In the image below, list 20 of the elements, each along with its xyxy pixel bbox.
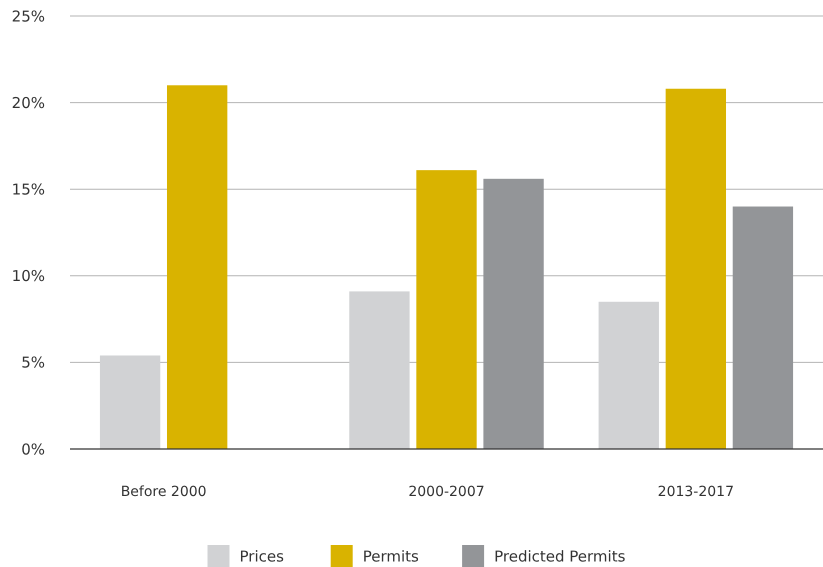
bar <box>416 170 477 449</box>
y-tick-label: 25% <box>12 7 45 26</box>
x-tick-label: 2013-2017 <box>658 484 734 500</box>
bar <box>349 291 410 449</box>
legend-label: Permits <box>362 547 420 566</box>
bar <box>483 178 544 449</box>
y-tick-label: 20% <box>12 94 45 112</box>
y-tick-label: 10% <box>12 267 45 286</box>
bar <box>598 302 659 449</box>
bar <box>100 355 160 449</box>
y-tick-label: 5% <box>21 354 45 372</box>
legend-label: Prices <box>240 547 284 566</box>
y-tick-label: 15% <box>12 180 45 198</box>
legend-label: Predicted Permits <box>494 547 626 566</box>
y-tick-label: 0% <box>21 440 45 458</box>
bar <box>166 85 228 449</box>
bar <box>732 206 794 449</box>
x-tick-label: Before 2000 <box>120 484 207 500</box>
x-tick-label: 2000-2007 <box>408 484 485 500</box>
bar <box>666 88 726 449</box>
